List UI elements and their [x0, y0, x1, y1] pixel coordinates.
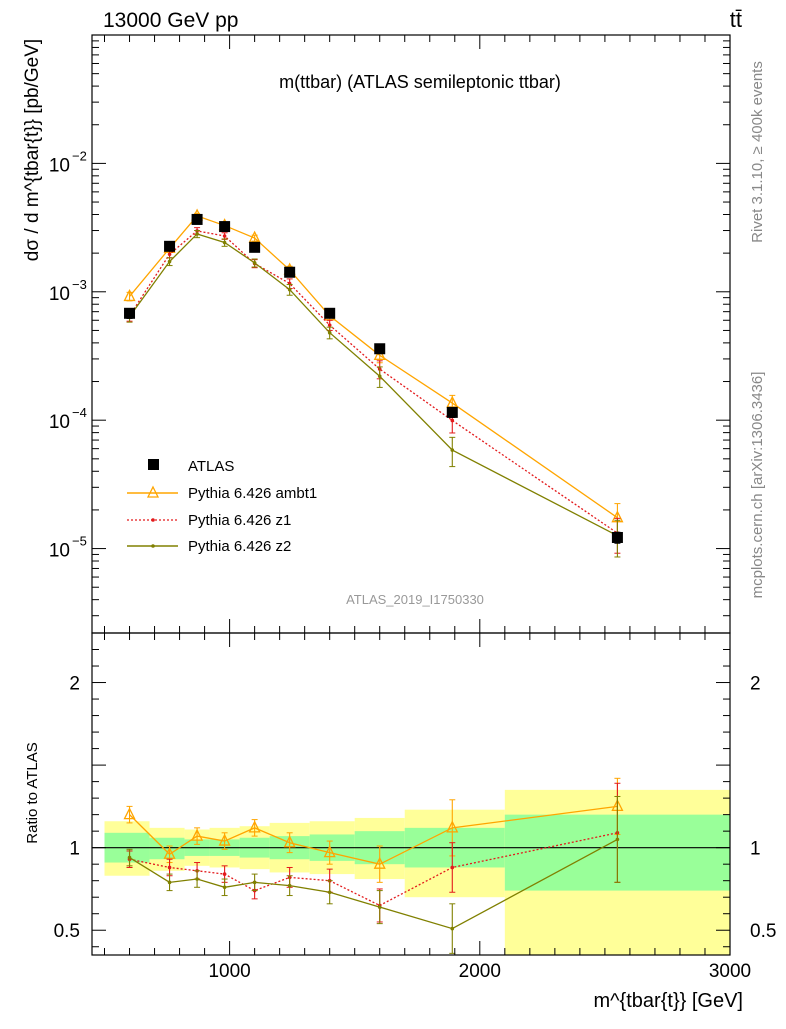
- main-ytick-label: 10: [49, 284, 70, 305]
- ratio-ylabel: Ratio to ATLAS: [24, 742, 41, 843]
- main-point-pythia-6-426-z2: [195, 232, 199, 236]
- xtick-label: 2000: [459, 961, 501, 982]
- ratio-point-pythia-6-426-z1: [450, 865, 455, 870]
- main-point-pythia-6-426-z2: [450, 448, 455, 452]
- legend-label-ambt1: Pythia 6.426 ambt1: [188, 485, 317, 502]
- xtick-label: 3000: [709, 961, 751, 982]
- main-point-pythia-6-426-z2: [287, 287, 292, 292]
- legend-label-atlas: ATLAS: [188, 458, 234, 475]
- main-line-pythia-6-426-z2: [129, 233, 618, 537]
- ratio-point-pythia-6-426-ambt1: [163, 846, 176, 859]
- ratio-point-pythia-6-426-z2: [287, 883, 292, 888]
- ratio-point-pythia-6-426-ambt1: [446, 820, 459, 833]
- ratio-ytick-label-left: 1: [69, 839, 80, 860]
- main-point-pythia-6-426-z1: [327, 323, 332, 327]
- ratio-point-pythia-6-426-z1: [222, 872, 227, 876]
- ratio-ytick-label-left: 0.5: [54, 921, 80, 942]
- legend-marker-z2: [151, 544, 155, 548]
- ratio-point-pythia-6-426-z2: [127, 855, 132, 860]
- legend-marker-z1: [151, 518, 155, 522]
- main-ytick-exponent: −5: [72, 534, 87, 549]
- ratio-point-pythia-6-426-z2: [377, 905, 382, 909]
- main-point-pythia-6-426-ambt1: [373, 347, 386, 360]
- main-point-pythia-6-426-z1: [167, 252, 172, 257]
- header-right: tt̄: [730, 7, 742, 32]
- xlabel: m^{tbar{t}} [GeV]: [594, 990, 743, 1012]
- header-left: 13000 GeV pp: [103, 9, 238, 32]
- ratio-point-pythia-6-426-z2: [167, 880, 172, 885]
- ratio-point-pythia-6-426-z2: [252, 880, 257, 885]
- chart-title: m(ttbar) (ATLAS semileptonic ttbar): [279, 72, 561, 92]
- main-point-atlas: [284, 266, 296, 278]
- ratio-point-pythia-6-426-ambt1: [323, 845, 336, 858]
- main-point-atlas: [164, 240, 176, 252]
- mcplots-label: mcplots.cern.ch [arXiv:1306.3436]: [749, 372, 766, 599]
- ratio-line-pythia-6-426-z2: [129, 838, 618, 930]
- main-point-atlas: [374, 343, 386, 355]
- xtick-label: 1000: [208, 961, 250, 982]
- main-ytick-exponent: −4: [72, 405, 87, 420]
- main-ytick-label: 10: [49, 541, 70, 562]
- legend-label-z1: Pythia 6.426 z1: [188, 512, 291, 529]
- main-point-pythia-6-426-z2: [377, 374, 382, 379]
- ratio-point-pythia-6-426-z2: [222, 885, 227, 890]
- main-marks: [123, 208, 624, 558]
- ratio-point-pythia-6-426-z1: [167, 865, 172, 870]
- ratio-frame: [91, 632, 731, 956]
- legend: ATLAS Pythia 6.426 ambt1 Pythia 6.426 z1…: [127, 458, 317, 555]
- ratio-point-pythia-6-426-z2: [615, 837, 620, 842]
- main-point-atlas: [611, 531, 623, 543]
- legend-marker-atlas: [148, 459, 159, 470]
- ratio-ytick-label-left: 2: [69, 674, 80, 695]
- ratio-point-pythia-6-426-ambt1: [373, 856, 386, 869]
- rivet-label: Rivet 3.1.10, ≥ 400k events: [749, 61, 766, 243]
- ratio-ytick-label-right: 1: [750, 839, 761, 860]
- ratio-point-pythia-6-426-z2: [327, 890, 332, 895]
- main-point-atlas: [249, 241, 261, 253]
- ratio-point-pythia-6-426-ambt1: [123, 807, 136, 820]
- ratio-point-pythia-6-426-z2: [450, 926, 455, 931]
- ratio-ytick-label-right: 0.5: [750, 921, 776, 942]
- main-point-pythia-6-426-z1: [222, 234, 227, 238]
- main-ytick-exponent: −3: [72, 277, 87, 292]
- main-line-pythia-6-426-ambt1: [129, 215, 618, 519]
- main-point-atlas: [446, 406, 458, 418]
- main-point-atlas: [191, 213, 203, 225]
- ratio-marks: [123, 777, 624, 954]
- ratio-point-pythia-6-426-z2: [195, 877, 199, 881]
- main-point-pythia-6-426-z2: [327, 330, 332, 335]
- ratio-point-pythia-6-426-ambt1: [283, 835, 296, 848]
- main-ylabel: dσ / d m^{tbar{t}} [pb/GeV]: [22, 39, 43, 261]
- main-ytick-label: 10: [49, 412, 70, 433]
- main-ytick-exponent: −2: [72, 148, 87, 163]
- main-point-pythia-6-426-z2: [167, 259, 172, 264]
- main-point-pythia-6-426-z1: [450, 418, 455, 423]
- main-point-pythia-6-426-ambt1: [123, 288, 136, 302]
- main-point-pythia-6-426-z2: [252, 261, 257, 265]
- main-point-atlas: [219, 221, 231, 233]
- ratio-bands: [92, 789, 730, 955]
- legend-label-z2: Pythia 6.426 z2: [188, 538, 291, 555]
- main-point-atlas: [124, 307, 136, 319]
- ratio-point-pythia-6-426-ambt1: [248, 820, 261, 833]
- main-point-pythia-6-426-z2: [222, 240, 227, 245]
- ratio-ytick-label-right: 2: [750, 674, 761, 695]
- ratio-line-pythia-6-426-ambt1: [129, 805, 618, 865]
- ratio-point-pythia-6-426-ambt1: [218, 833, 231, 846]
- ratio-point-pythia-6-426-ambt1: [191, 828, 204, 841]
- main-point-atlas: [324, 307, 336, 319]
- legend-marker-ambt1: [146, 485, 160, 498]
- main-ytick-label: 10: [49, 155, 70, 176]
- analysis-watermark: ATLAS_2019_I1750330: [346, 592, 484, 607]
